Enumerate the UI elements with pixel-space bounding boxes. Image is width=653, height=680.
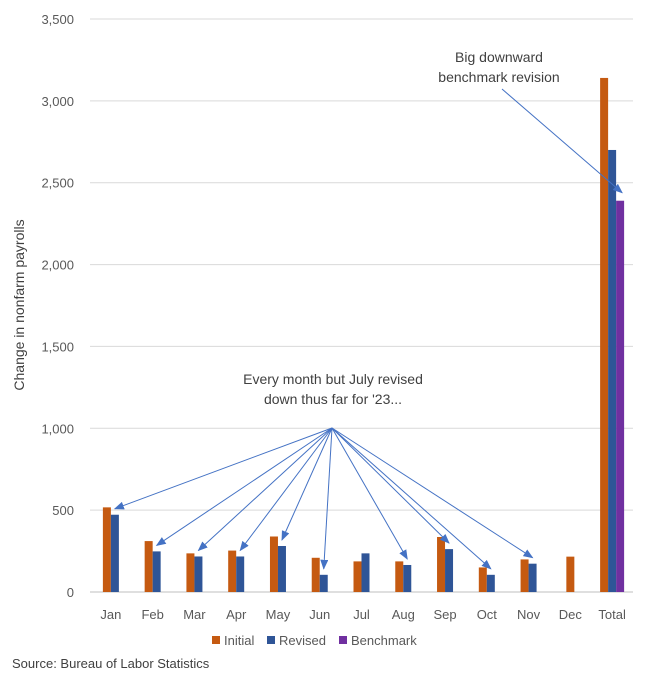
bar-initial-jan <box>102 507 111 592</box>
bar-initial-jul <box>353 561 362 592</box>
x-tick-label: May <box>266 607 291 622</box>
annotation-arrow-mar <box>197 427 333 552</box>
legend-label-benchmark: Benchmark <box>351 633 417 648</box>
bar-initial-sep <box>437 536 446 592</box>
y-tick-label: 1,000 <box>41 421 74 436</box>
y-axis-ticks: 0 500 1,000 1,500 2,000 2,500 3,000 3,500 <box>41 12 74 600</box>
annotation-arrow-jun <box>320 427 333 570</box>
annotation-arrow-oct <box>331 427 492 570</box>
bar-revised-total <box>608 149 617 592</box>
bar-revised-aug <box>403 564 412 592</box>
bar-revised-mar <box>194 556 203 592</box>
bar-revised-nov <box>528 563 537 592</box>
bar-revised-sep <box>445 549 454 592</box>
x-tick-label: Jun <box>309 607 330 622</box>
legend-label-initial: Initial <box>224 633 254 648</box>
x-tick-label: Sep <box>433 607 456 622</box>
bar-revised-feb <box>152 551 161 592</box>
annotation-arrow-feb <box>155 427 333 546</box>
annotation-arrow-nov <box>331 427 534 559</box>
bar-benchmark-total <box>616 200 625 593</box>
legend: Initial Revised Benchmark <box>212 633 417 648</box>
annotation-monthly-text: Every month but July revised down thus fa… <box>243 371 423 407</box>
y-axis-label: Change in nonfarm payrolls <box>11 219 27 390</box>
bar-revised-jun <box>319 574 328 592</box>
annotation-arrow-total <box>501 88 623 194</box>
x-axis-ticks: Jan Feb Mar Apr May Jun Jul Aug Sep Oct Nov Dec Tota… <box>100 607 626 622</box>
bar-initial-apr <box>228 550 237 592</box>
gridlines <box>90 18 633 593</box>
bar-initial-total <box>600 77 609 593</box>
annotation-arrow-sep <box>331 427 450 544</box>
x-tick-label: Mar <box>183 607 206 622</box>
y-tick-label: 3,500 <box>41 12 74 27</box>
y-tick-label: 2,500 <box>41 176 74 191</box>
annotation-arrow-may <box>281 427 333 541</box>
annotation-benchmark-text: Big downward benchmark revision <box>438 49 559 85</box>
bar-revised-apr <box>236 556 245 592</box>
bar-revised-jul <box>361 553 370 592</box>
y-tick-label: 2,000 <box>41 258 74 273</box>
bar-initial-may <box>269 536 278 592</box>
y-tick-label: 0 <box>67 585 74 600</box>
x-tick-label: Nov <box>517 607 541 622</box>
annotation-arrow-aug <box>331 427 408 560</box>
bar-initial-aug <box>395 561 404 592</box>
x-tick-label: Feb <box>141 607 163 622</box>
y-tick-label: 1,500 <box>41 339 74 354</box>
legend-swatch-revised <box>267 636 275 644</box>
x-tick-label: Apr <box>226 607 247 622</box>
bar-initial-jun <box>311 557 320 592</box>
x-tick-label: Aug <box>392 607 415 622</box>
annotations: Every month but July revised down thus fa… <box>113 49 623 570</box>
bar-initial-nov <box>520 559 529 592</box>
bar-initial-mar <box>186 553 195 592</box>
bar-initial-feb <box>144 541 153 592</box>
annotation-arrow-jan <box>113 427 333 510</box>
bar-initial-dec <box>566 556 575 592</box>
bar-initial-oct <box>478 567 487 592</box>
bars <box>102 77 625 593</box>
bar-revised-may <box>277 545 286 592</box>
x-tick-label: Oct <box>477 607 498 622</box>
x-tick-label: Jul <box>353 607 370 622</box>
legend-label-revised: Revised <box>279 633 326 648</box>
bar-revised-jan <box>110 514 119 592</box>
y-tick-label: 3,000 <box>41 94 74 109</box>
legend-swatch-benchmark <box>339 636 347 644</box>
x-tick-label: Dec <box>559 607 583 622</box>
x-tick-label: Total <box>598 607 626 622</box>
annotation-arrow-apr <box>239 427 333 552</box>
y-tick-label: 500 <box>52 503 74 518</box>
bar-revised-oct <box>486 574 495 592</box>
source-note: Source: Bureau of Labor Statistics <box>12 656 210 671</box>
x-tick-label: Jan <box>100 607 121 622</box>
legend-swatch-initial <box>212 636 220 644</box>
